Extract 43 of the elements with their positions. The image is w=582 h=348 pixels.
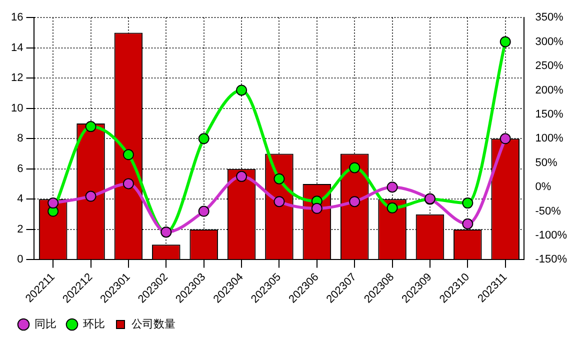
legend-label: 环比 — [83, 317, 105, 330]
point — [311, 202, 322, 214]
point — [236, 170, 248, 182]
y2-tick-label: 300% — [535, 36, 564, 48]
point — [349, 162, 360, 174]
y2-tick-label: 50% — [535, 156, 558, 169]
point — [198, 133, 210, 144]
point — [122, 149, 134, 160]
y2-tick-label: 0% — [535, 181, 552, 194]
y2-tick-label: -150% — [535, 254, 568, 266]
y2-tick-label: 150% — [535, 108, 564, 120]
point — [274, 173, 285, 184]
y2-tick-label: -50% — [535, 205, 562, 218]
y-tick-label: 10 — [10, 102, 24, 114]
y2-tick-label: 200% — [535, 84, 564, 96]
y2-tick-label: 350% — [535, 12, 564, 24]
legend-label: 同比 — [34, 317, 56, 330]
point — [236, 84, 248, 96]
y-tick-label: 2 — [17, 223, 24, 236]
point — [48, 198, 59, 209]
y2-tick-label: -100% — [535, 230, 568, 242]
y-tick-label: 6 — [17, 162, 24, 175]
y-tick-label: 4 — [17, 193, 24, 206]
y-tick-label: 0 — [17, 254, 24, 266]
y-tick-label: 16 — [10, 12, 24, 24]
point — [198, 206, 210, 217]
y-tick-label: 8 — [17, 132, 24, 145]
point — [122, 178, 134, 190]
y2-tick-label: 250% — [535, 60, 564, 72]
point — [462, 218, 474, 230]
y2-tick-label: 100% — [535, 132, 564, 145]
point — [386, 182, 398, 193]
point — [274, 196, 285, 208]
point — [386, 202, 398, 214]
y-tick-label: 12 — [10, 72, 24, 84]
point — [85, 190, 96, 202]
legend-label: 公司数量 — [132, 317, 176, 330]
point — [500, 36, 511, 48]
y-tick-label: 14 — [10, 42, 24, 54]
point — [85, 121, 96, 132]
point — [500, 133, 511, 144]
point — [462, 198, 474, 209]
point — [349, 196, 360, 208]
